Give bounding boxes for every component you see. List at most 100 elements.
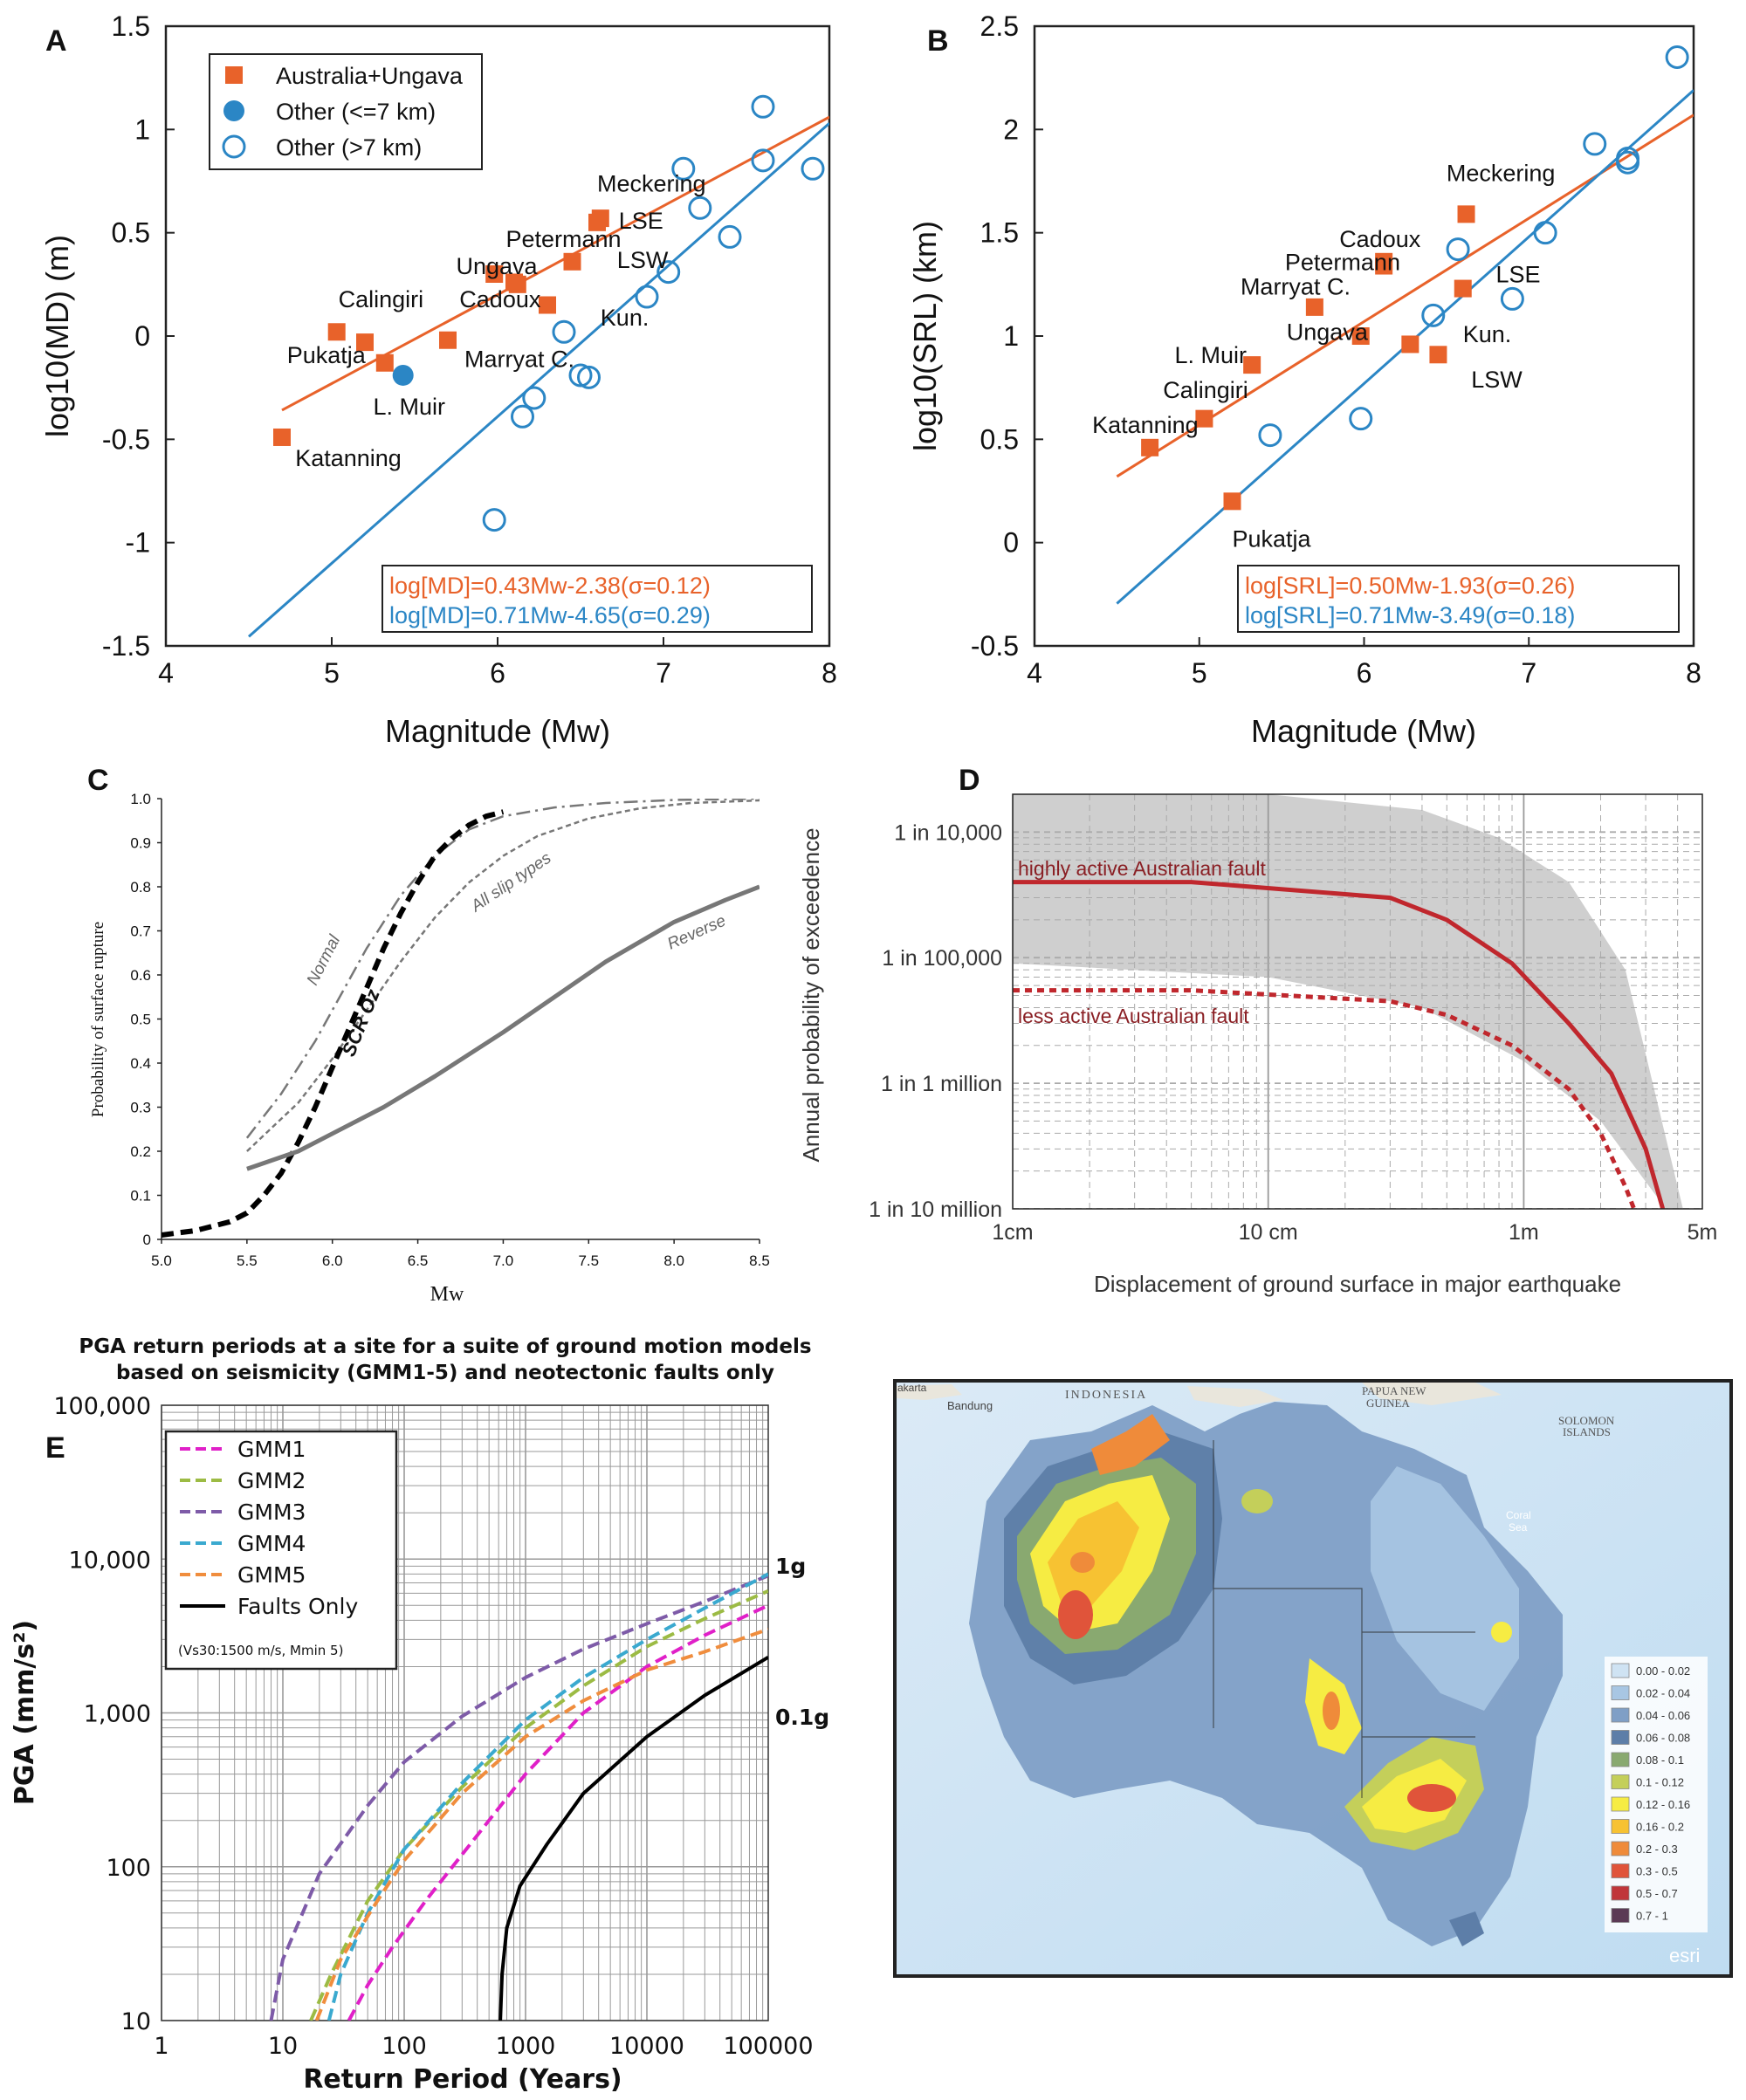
hazard-zone-northwest [1091,1414,1170,1475]
x-tick-label: 10 [268,2033,298,2060]
x-tick-label: 4 [158,657,174,689]
map-legend-swatch [1611,1863,1630,1878]
y-tick-label: 1 in 1 million [881,1072,1002,1096]
panel-a-ylabel: log10(MD) (m) [39,235,75,437]
map-label-guinea: GUINEA [1366,1397,1410,1410]
land-new-guinea [1362,1383,1502,1405]
point-label: Kun. [601,305,650,331]
map-label-papua: PAPUA NEW [1362,1384,1426,1397]
legend-label-gmm2: GMM2 [237,1468,306,1493]
legend-label-gmm5: GMM5 [237,1562,306,1588]
panel-a-legend [209,53,483,170]
data-point-square [327,323,346,341]
point-label: L. Muir [1174,342,1247,368]
x-tick-label: 1m [1509,1220,1539,1245]
fit-line-0 [281,115,829,412]
point-label: LSE [1496,261,1541,287]
curve-scr-oz [162,809,505,1238]
hazard-hotspot-west [1070,1552,1095,1573]
hazard-hotspot-central [1241,1489,1273,1513]
map-attribution-esri: esri [1669,1945,1700,1966]
panel-a-equation-box [382,565,813,633]
point-label: L. Muir [374,394,446,420]
y-tick-label: 1 [1003,320,1019,352]
y-tick-label: 0 [1003,527,1019,559]
map-legend-swatch [1611,1819,1630,1834]
map-legend-swatch [1611,1796,1630,1812]
panel-b-chart: 4 5 6 7 8 -0.5 0 0.5 1 1.5 2 2.5 Meckering CadouxPet… [907,10,1701,749]
map-label-bandung: Bandung [947,1399,993,1412]
x-tick-label: 100 [382,2033,427,2060]
legend-label-faults-only: Faults Only [237,1594,358,1619]
y-tick-label: 1.0 [130,791,151,807]
y-tick-label: 0.5 [980,423,1019,455]
y-tick-label: 2.5 [980,10,1019,42]
fit-line-1 [248,122,829,638]
y-tick-label: 0.4 [130,1055,151,1072]
panel-e-chart: PGA return periods at a site for a suite… [10,1335,829,2095]
data-point-square [539,296,556,314]
data-point-square [1457,205,1475,223]
point-label: Petermann [506,226,622,252]
point-label: Cadoux [459,286,541,312]
panel-d-xlabel: Displacement of ground surface in major … [1094,1271,1621,1297]
hazard-zone-amber-west [1048,1501,1139,1606]
map-legend-label: 0.1 - 0.12 [1636,1776,1684,1789]
y-tick-label: 0.2 [130,1143,151,1160]
map-label-jakarta: akarta [897,1382,927,1394]
point-label: Marryat C. [1241,274,1351,300]
data-point-square [1141,438,1159,456]
x-tick-label: 6.5 [408,1252,429,1269]
data-point-square [1351,327,1370,345]
hazard-zone-low-east [1371,1466,1519,1711]
x-tick-label: 8 [1686,657,1701,689]
panel-d-label-less-active: less active Australian fault [1018,1005,1249,1027]
y-tick-label: 100,000 [53,1393,151,1420]
x-tick-label: 8.5 [749,1252,770,1269]
y-tick-label: 10 [121,2008,151,2035]
legend-square-marker [225,66,243,84]
data-point-open-circle [577,365,601,389]
data-point-open-circle [671,156,696,181]
data-point-open-circle [751,148,775,173]
curve-reverse [246,884,760,1171]
legend-label-australia: Australia+Ungava [276,63,464,89]
y-tick-label: 1 in 10 million [869,1198,1002,1222]
x-tick-label: 10 cm [1239,1220,1298,1245]
state-borders [1213,1440,1475,1798]
panel-c-ylabel: Probability of surface rupture [89,922,107,1117]
y-tick-label: 0 [143,1232,151,1248]
data-point-open-circle [1500,286,1524,311]
panel-c-label-normal: Normal [304,931,345,988]
panel-a-xlabel: Magnitude (Mw) [385,713,610,749]
panel-c-label-scr-oz: SCR Oz [337,986,383,1060]
hazard-hotspot-flinders [1323,1692,1340,1730]
panel-letter-c: C [87,764,109,797]
y-tick-label: 0.3 [130,1100,151,1116]
x-tick-label: 5 [1192,657,1207,689]
panel-e-legend [164,1430,398,1671]
panel-d-label-highly-active: highly active Australian fault [1018,857,1266,880]
x-tick-label: 5.0 [151,1252,172,1269]
panel-c-label-reverse: Reverse [664,912,728,954]
data-point-open-circle [1665,45,1689,69]
curve-gmm4 [327,1572,768,2021]
y-tick-label: 0.5 [112,217,150,249]
point-label: LSW [1471,367,1523,393]
data-point-open-circle [635,285,659,309]
curve-faults-only [498,1655,768,2021]
y-tick-label: 0.9 [130,835,151,852]
data-point-square [1195,409,1213,428]
panel-c-chart: 5.0 5.5 6.0 6.5 7.0 7.5 8.0 8.5 0 0.1 0.2 0.3 0.4 0.5… [89,791,770,1306]
y-tick-label: 0.1 [130,1188,151,1204]
legend-label-gmm4: GMM4 [237,1531,306,1556]
x-tick-label: 7.0 [493,1252,514,1269]
legend-label-gmm1: GMM1 [237,1437,306,1462]
data-point-open-circle [1616,146,1639,170]
data-point-open-circle [511,404,534,429]
panel-b-fit-equation-orange: log[SRL]=0.50Mw-1.93(σ=0.26) [1245,573,1575,599]
map-legend-swatch [1611,1841,1630,1856]
legend-label-gmm3: GMM3 [237,1500,306,1525]
y-tick-label: -1.5 [102,630,150,662]
